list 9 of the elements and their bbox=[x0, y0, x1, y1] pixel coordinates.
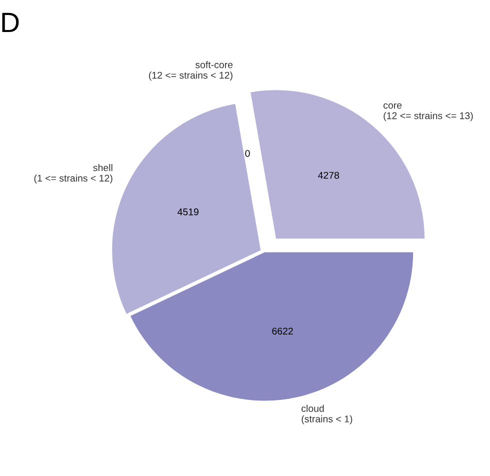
data-label: 4278 bbox=[318, 172, 340, 179]
slice-label: cloud (strains < 1) bbox=[302, 404, 352, 424]
slice-label: core (12 <= strains <= 13) bbox=[384, 103, 473, 122]
data-label: 6622 bbox=[272, 328, 293, 335]
slice-label: shell (1 <= strains < 12) bbox=[34, 164, 112, 184]
category-label: soft-core (12 <= strains < 12) bbox=[149, 61, 233, 81]
data-label: 4519 bbox=[178, 208, 198, 216]
text: D bbox=[2, 12, 19, 32]
text: 0 bbox=[245, 150, 250, 157]
